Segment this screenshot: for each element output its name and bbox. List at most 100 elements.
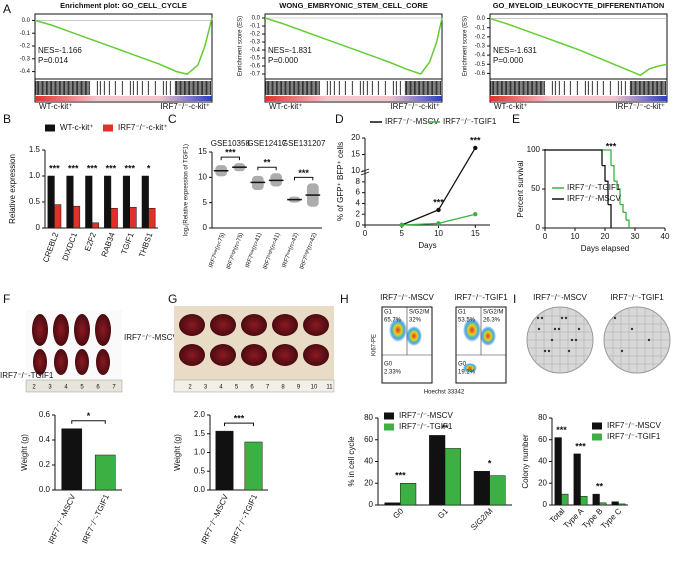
gate-label: 53.5% bbox=[458, 318, 476, 324]
chart-title: Enrichment plot: GO_CELL_CYCLE bbox=[60, 1, 187, 10]
x-tick-label: E2F2 bbox=[83, 231, 98, 253]
ruler-number: 7 bbox=[112, 385, 116, 391]
photo-label: IRF7⁻/⁻-MSCV bbox=[124, 333, 178, 342]
colony bbox=[564, 316, 568, 320]
liver bbox=[179, 314, 205, 336]
colony bbox=[613, 316, 617, 320]
y-axis-label: Enrichment score (ES) bbox=[463, 16, 469, 76]
significance: ** bbox=[263, 158, 271, 168]
bar bbox=[573, 453, 581, 506]
ruler-number: 5 bbox=[80, 385, 84, 391]
significance: *** bbox=[606, 141, 617, 151]
flow-title: IRF7⁻/⁻-TGIF1 bbox=[454, 293, 508, 302]
x-tick-label: 30 bbox=[631, 232, 640, 241]
ruler-number: 6 bbox=[96, 385, 100, 391]
y-tick-label: 4 bbox=[356, 199, 361, 208]
ruler-number: 10 bbox=[311, 385, 318, 391]
y-tick-label: 0.5 bbox=[194, 466, 206, 475]
legend-label: IRF7⁻/⁻-MSCV bbox=[399, 411, 453, 420]
y-tick-label: -0.6 bbox=[475, 71, 486, 77]
panel-label: E bbox=[512, 112, 520, 126]
group-label: IRF7⁻/⁻-c-kit⁺ bbox=[615, 102, 665, 111]
y-tick-label: -0.2 bbox=[475, 34, 486, 40]
colony bbox=[537, 327, 541, 331]
y-tick-label: 0 bbox=[369, 500, 374, 509]
spleen bbox=[54, 349, 68, 375]
ruler-number: 2 bbox=[32, 385, 36, 391]
panel-label: C bbox=[168, 112, 177, 126]
x-tick-label: 15 bbox=[471, 229, 480, 238]
spleen bbox=[33, 349, 47, 375]
flow-density bbox=[389, 318, 407, 342]
y-tick-label: 20 bbox=[538, 478, 547, 487]
bracket bbox=[220, 156, 240, 161]
step-segment bbox=[599, 149, 603, 166]
y-tick-label: 2 bbox=[356, 209, 361, 218]
x-tick-label: 10 bbox=[571, 232, 580, 241]
gate-label: G1 bbox=[458, 310, 467, 316]
bar bbox=[561, 493, 569, 506]
bar bbox=[400, 483, 417, 506]
annotation: NES=-1.831 bbox=[268, 46, 312, 55]
y-tick-label: 0.0 bbox=[22, 18, 31, 24]
significance: *** bbox=[575, 441, 586, 451]
liver bbox=[272, 344, 298, 366]
y-tick-label: 20 bbox=[364, 478, 373, 487]
y-tick-label: 10 bbox=[198, 172, 207, 181]
group-label: WT-c-kit⁺ bbox=[494, 102, 528, 111]
x-tick-label: DIXDC1 bbox=[61, 231, 80, 262]
step-segment bbox=[611, 164, 615, 182]
bar bbox=[141, 175, 149, 229]
group-label: IRF7⁻/⁻-c-kit⁺ bbox=[390, 102, 440, 111]
y-tick-label: 1.5 bbox=[194, 429, 206, 438]
colony bbox=[620, 349, 624, 353]
y-axis-label: Weight (g) bbox=[20, 434, 29, 471]
y-tick-label: 15 bbox=[351, 150, 360, 159]
x-tick-label: IRF7ʰⁱᵍʰ(n=75) bbox=[224, 231, 245, 270]
y-tick-label: -0.5 bbox=[250, 56, 261, 62]
significance: * bbox=[87, 411, 91, 421]
panel-label: B bbox=[3, 112, 11, 126]
legend-swatch bbox=[384, 423, 394, 431]
panel-label: H bbox=[340, 292, 349, 306]
group-label: IRF7⁻/⁻-c-kit⁺ bbox=[160, 102, 210, 111]
bar bbox=[73, 205, 81, 229]
significance: *** bbox=[49, 163, 60, 173]
flow-title: IRF7⁻/⁻-MSCV bbox=[380, 293, 434, 302]
x-tick-label: THBS1 bbox=[137, 231, 154, 259]
significance: *** bbox=[124, 163, 135, 173]
bar bbox=[94, 454, 116, 491]
y-tick-label: -0.3 bbox=[250, 40, 261, 46]
y-tick-label: 0.2 bbox=[39, 460, 51, 469]
x-tick-label: 10 bbox=[434, 229, 443, 238]
series-line bbox=[401, 147, 476, 226]
y-tick-label: 100 bbox=[527, 145, 541, 154]
panel-label: I bbox=[513, 292, 516, 306]
x-axis-label: Days elapsed bbox=[581, 244, 629, 253]
ruler-number: 8 bbox=[281, 385, 285, 391]
colony bbox=[547, 349, 551, 353]
spleen bbox=[32, 314, 48, 346]
ruler-number: 4 bbox=[219, 385, 223, 391]
colony bbox=[550, 338, 554, 342]
colony bbox=[647, 338, 651, 342]
axis-break bbox=[360, 168, 370, 176]
x-tick-label: IRF7⁻/⁻-TGIF1 bbox=[229, 492, 260, 545]
y-tick-label: 60 bbox=[538, 435, 547, 444]
x-tick-label: IRF7ˡᵒʷ(n=42) bbox=[281, 232, 300, 269]
x-tick-label: IRF7⁻/⁻-MSCV bbox=[47, 492, 78, 545]
y-axis-label: % of GFP⁺ BFP⁺ cells bbox=[336, 142, 345, 221]
y-tick-label: 0 bbox=[36, 223, 41, 232]
bar bbox=[444, 448, 461, 506]
annotation: NES=-1.166 bbox=[38, 46, 82, 55]
chart-title: GO_MYELOID_LEUKOCYTE_DIFFERENTIATION bbox=[493, 1, 665, 10]
bracket bbox=[224, 422, 254, 427]
ruler-number: 7 bbox=[266, 385, 270, 391]
bar bbox=[66, 175, 74, 229]
group-title: GSE12417 bbox=[247, 139, 287, 148]
step-segment bbox=[608, 149, 612, 166]
panel-label: D bbox=[335, 112, 344, 126]
flow-y-label: Ki67-PE bbox=[372, 334, 378, 356]
group-label: WT-c-kit⁺ bbox=[269, 102, 303, 111]
rank-bar bbox=[265, 96, 442, 101]
